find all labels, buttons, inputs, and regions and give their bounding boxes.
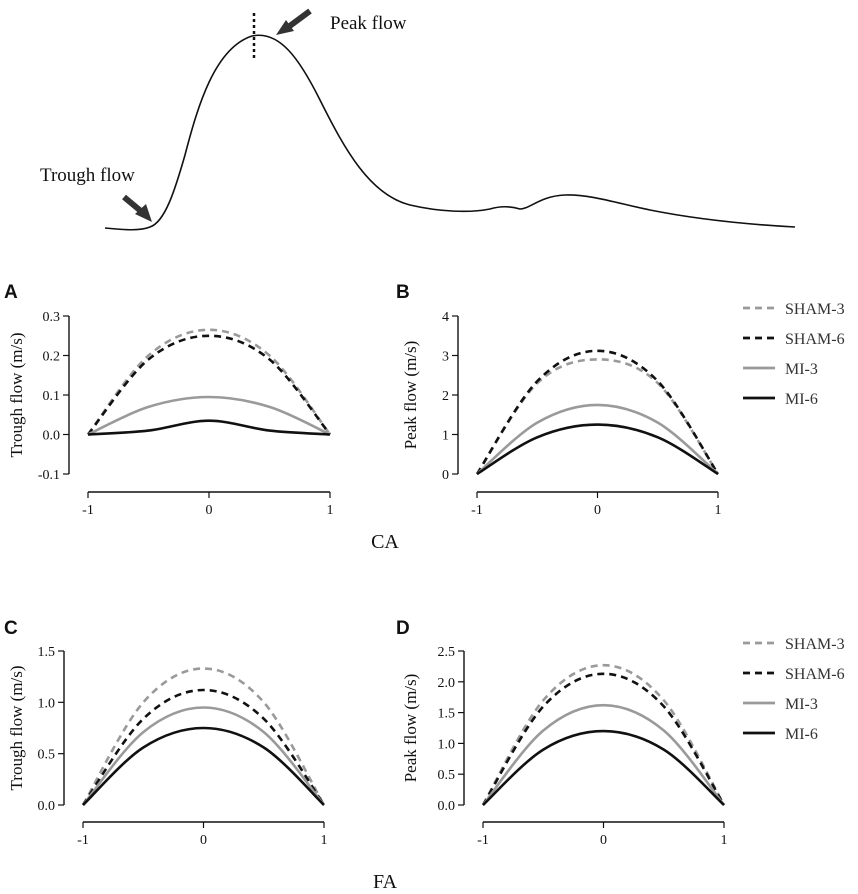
trough-arrow-head	[135, 204, 152, 222]
y-axis-label: Peak flow (m/s)	[401, 341, 420, 450]
legend-label: MI-6	[785, 726, 818, 743]
y-tick-label: 0.5	[38, 748, 56, 763]
series-line-mi-3	[481, 703, 726, 806]
legend-top: SHAM-3 SHAM-6 MI-3 MI-6	[743, 301, 845, 408]
y-axis-label: Peak flow (m/s)	[401, 674, 420, 783]
y-tick-label: 1.5	[438, 707, 456, 722]
y-tick-label: 2	[442, 389, 449, 404]
group-label-ca: CA	[371, 531, 399, 553]
x-tick-label: 0	[206, 503, 213, 518]
legend-label: SHAM-3	[785, 636, 845, 653]
series-line-sham-3	[81, 667, 326, 806]
series-line-mi-3	[87, 395, 331, 436]
legend-label: MI-3	[785, 361, 818, 378]
y-tick-label: 2.5	[438, 645, 456, 660]
x-tick-label: 0	[594, 503, 601, 518]
panel-label: C	[4, 618, 18, 639]
x-tick-label: 0	[600, 833, 607, 848]
panel-d: D 0.0 0.5 1.0 1.5 2.0 2.5 Peak flow (m/s) -1 0 1	[396, 618, 728, 848]
series-line-sham-3	[475, 358, 720, 475]
peak-arrow-head	[276, 20, 294, 35]
y-tick-label: 0.5	[438, 768, 456, 783]
x-tick-label: -1	[471, 503, 483, 518]
y-tick-label: 0.0	[438, 799, 456, 814]
legend-label: SHAM-3	[785, 301, 845, 318]
peak-arrow-shaft	[285, 8, 312, 31]
legend-label: MI-3	[785, 696, 818, 713]
y-tick-label: 1.0	[438, 737, 456, 752]
x-tick-label: 1	[715, 503, 722, 518]
series-line-sham-6	[475, 349, 720, 475]
y-tick-label: 0.0	[43, 429, 61, 444]
y-tick-label: 0.3	[43, 310, 61, 325]
y-tick-label: 1.5	[38, 645, 56, 660]
series-line-sham-3	[86, 328, 332, 436]
series-line-mi-6	[476, 423, 719, 476]
panel-a: A -0.1 0.0 0.1 0.2 0.3 Trough flow (m/s) -1 0 1	[4, 282, 334, 518]
y-tick-label: -0.1	[38, 468, 60, 483]
series-line-mi-6	[482, 729, 725, 806]
legend-bottom: SHAM-3 SHAM-6 MI-3 MI-6	[743, 636, 845, 743]
y-tick-label: 1	[442, 429, 449, 444]
x-tick-label: 0	[200, 833, 207, 848]
trough-arrow-shaft	[122, 194, 144, 215]
x-tick-label: 1	[721, 833, 728, 848]
y-tick-label: 0	[442, 468, 449, 483]
y-axis-label: Trough flow (m/s)	[7, 333, 26, 458]
y-axis-label: Trough flow (m/s)	[7, 666, 26, 791]
x-tick-label: -1	[477, 833, 489, 848]
legend-label: MI-6	[785, 391, 818, 408]
y-tick-label: 1.0	[38, 696, 56, 711]
panel-b: B 0 1 2 3 4 Peak flow (m/s) -1 0 1	[396, 282, 722, 518]
panel-label: B	[396, 282, 410, 303]
x-tick-label: 1	[321, 833, 328, 848]
x-tick-label: -1	[77, 833, 89, 848]
series-line-sham-3	[481, 663, 726, 806]
series-line-mi-6	[87, 419, 331, 436]
y-tick-label: 3	[442, 350, 449, 365]
series-line-sham-6	[86, 334, 332, 436]
peak-flow-annotation: Peak flow	[330, 13, 407, 34]
series-line-sham-6	[481, 672, 726, 806]
y-tick-label: 0.0	[38, 799, 56, 814]
y-tick-label: 0.1	[43, 389, 61, 404]
y-tick-label: 4	[442, 310, 449, 325]
waveform-curve	[104, 34, 796, 231]
y-tick-label: 2.0	[438, 676, 456, 691]
series-line-sham-6	[81, 688, 326, 806]
panel-c: C 0.0 0.5 1.0 1.5 Trough flow (m/s) -1 0 1	[4, 618, 328, 848]
x-tick-label: -1	[82, 503, 94, 518]
legend-label: SHAM-6	[785, 666, 845, 683]
group-label-fa: FA	[373, 871, 398, 893]
series-line-mi-6	[82, 726, 325, 806]
waveform-panel: Peak flow Trough flow	[40, 8, 796, 231]
series-line-mi-3	[476, 403, 719, 475]
series-line-mi-3	[81, 706, 326, 806]
panel-label: A	[4, 282, 18, 303]
panel-label: D	[396, 618, 410, 639]
y-tick-label: 0.2	[43, 350, 61, 365]
legend-label: SHAM-6	[785, 331, 845, 348]
x-tick-label: 1	[327, 503, 334, 518]
trough-flow-annotation: Trough flow	[40, 165, 135, 186]
